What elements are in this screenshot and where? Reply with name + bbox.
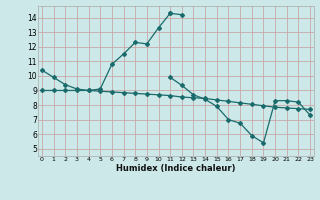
X-axis label: Humidex (Indice chaleur): Humidex (Indice chaleur) [116, 164, 236, 173]
